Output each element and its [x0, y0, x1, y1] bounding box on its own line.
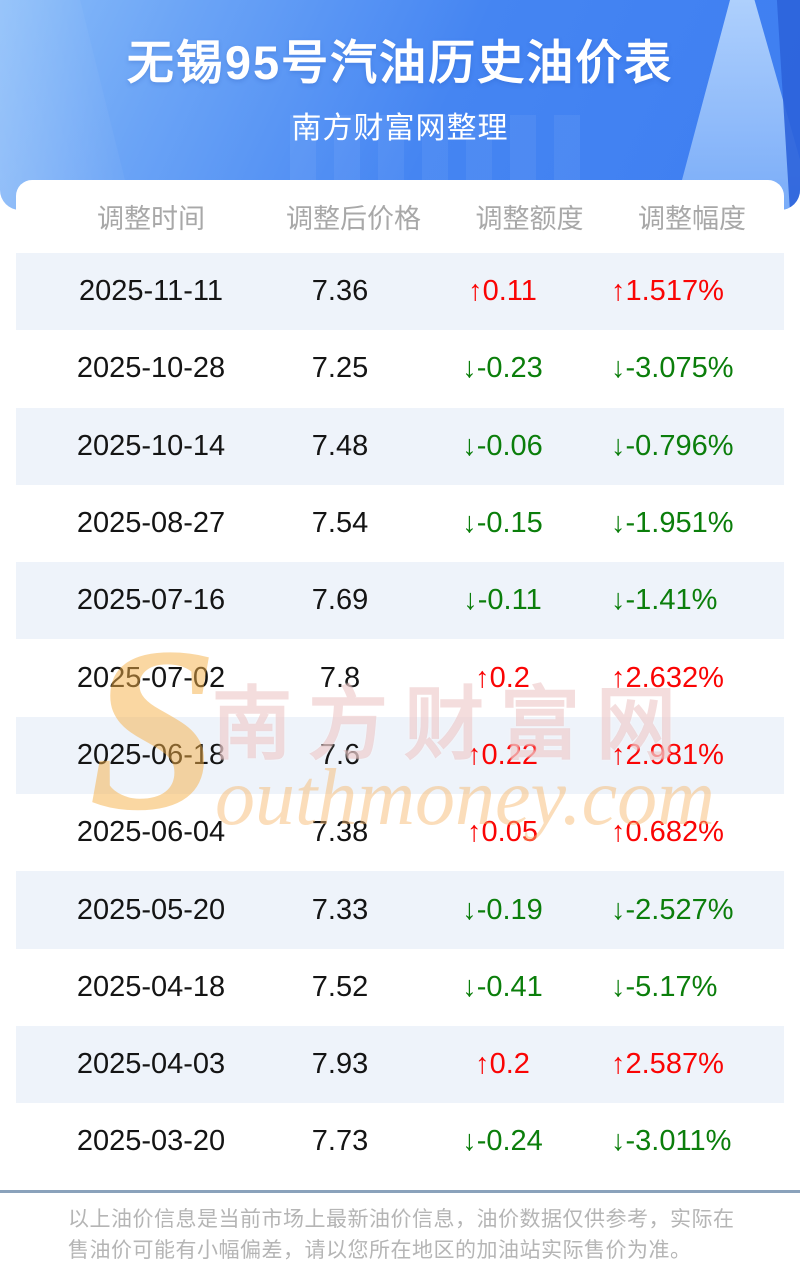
row-date: 2025-08-27 — [76, 507, 226, 540]
table-row: 2025-06-18 7.6 ↑0.22 ↑2.981% — [16, 716, 784, 795]
row-date: 2025-03-20 — [76, 1125, 226, 1158]
row-change-amount: ↓-0.19 — [462, 893, 543, 926]
row-change-percent: ↑2.632% — [611, 661, 724, 694]
disclaimer-text: 以上油价信息是当前市场上最新油价信息，油价数据仅供参考，实际在售油价可能有小幅偏… — [68, 1208, 735, 1262]
page-subtitle: 南方财富网整理 — [291, 112, 509, 145]
row-change-amount: ↓-0.24 — [462, 1125, 543, 1158]
row-change-amount: ↑0.2 — [475, 661, 530, 694]
banner: 无锡95号汽油历史油价表 南方财富网整理 — [0, 0, 800, 210]
row-change-percent: ↓-3.075% — [611, 352, 734, 385]
row-price: 7.36 — [311, 275, 369, 308]
row-date: 2025-10-14 — [76, 429, 226, 462]
table-row: 2025-11-11 7.36 ↑0.11 ↑1.517% — [16, 253, 784, 331]
table-row: 2025-08-27 7.54 ↓-0.15 ↓-1.951% — [16, 485, 784, 562]
row-change-amount: ↓-0.11 — [463, 584, 542, 617]
column-header-adjust-amount: 调整额度 — [475, 204, 584, 234]
table-body: 2025-11-11 7.36 ↑0.11 ↑1.517% 2025-10-28 7.25… — [16, 253, 784, 1181]
row-change-amount: ↑0.22 — [467, 738, 538, 771]
table-row: 2025-03-20 7.73 ↓-0.24 ↓-3.011% — [16, 1103, 784, 1180]
table-row: 2025-10-14 7.48 ↓-0.06 ↓-0.796% — [16, 407, 784, 485]
row-date: 2025-07-16 — [76, 584, 226, 617]
row-price: 7.52 — [311, 970, 369, 1003]
row-price: 7.6 — [319, 738, 361, 771]
row-date: 2025-06-18 — [76, 738, 226, 771]
row-change-amount: ↓-0.23 — [462, 352, 543, 385]
table-row: 2025-07-16 7.69 ↓-0.11 ↓-1.41% — [16, 562, 784, 640]
row-change-percent: ↓-3.011% — [611, 1125, 732, 1158]
row-change-percent: ↓-5.17% — [611, 970, 718, 1003]
row-price: 7.48 — [311, 429, 369, 462]
row-change-amount: ↑0.05 — [467, 816, 538, 849]
row-price: 7.8 — [319, 661, 361, 694]
row-change-percent: ↑1.517% — [611, 275, 724, 308]
table-row: 2025-04-18 7.52 ↓-0.41 ↓-5.17% — [16, 949, 784, 1026]
row-date: 2025-07-02 — [76, 661, 226, 694]
table-row: 2025-04-03 7.93 ↑0.2 ↑2.587% — [16, 1025, 784, 1104]
row-change-amount: ↓-0.15 — [462, 507, 543, 540]
row-change-percent: ↓-1.41% — [611, 584, 718, 617]
row-price: 7.69 — [311, 584, 369, 617]
table-row: 2025-06-04 7.38 ↑0.05 ↑0.682% — [16, 794, 784, 871]
row-change-percent: ↑2.587% — [611, 1048, 724, 1081]
row-change-percent: ↑2.981% — [611, 738, 724, 771]
row-price: 7.93 — [311, 1048, 369, 1081]
row-price: 7.73 — [311, 1125, 369, 1158]
column-header-adjust-time: 调整时间 — [97, 204, 205, 234]
row-change-percent: ↓-2.527% — [611, 893, 734, 926]
table-row: 2025-05-20 7.33 ↓-0.19 ↓-2.527% — [16, 871, 784, 949]
row-date: 2025-04-18 — [76, 970, 226, 1003]
row-date: 2025-10-28 — [76, 352, 226, 385]
table-header-row: 调整时间 调整后价格 调整额度 调整幅度 — [16, 180, 784, 253]
row-change-amount: ↑0.2 — [475, 1048, 530, 1081]
row-date: 2025-11-11 — [78, 275, 224, 308]
row-change-percent: ↓-1.951% — [611, 507, 734, 540]
row-price: 7.54 — [311, 507, 369, 540]
price-table-card: 调整时间 调整后价格 调整额度 调整幅度 2025-11-11 7.36 ↑0.11… — [16, 180, 784, 1190]
row-change-percent: ↑0.682% — [611, 816, 724, 849]
row-date: 2025-05-20 — [76, 893, 226, 926]
table-row: 2025-10-28 7.25 ↓-0.23 ↓-3.075% — [16, 330, 784, 407]
row-change-percent: ↓-0.796% — [611, 429, 734, 462]
row-date: 2025-04-03 — [76, 1048, 226, 1081]
table-row: 2025-07-02 7.8 ↑0.2 ↑2.632% — [16, 639, 784, 716]
column-header-adjust-percent: 调整幅度 — [638, 204, 746, 234]
row-change-amount: ↑0.11 — [468, 275, 537, 308]
row-price: 7.38 — [311, 816, 369, 849]
row-price: 7.33 — [311, 893, 369, 926]
row-price: 7.25 — [311, 352, 369, 385]
page-title: 无锡95号汽油历史油价表 — [126, 36, 674, 89]
row-change-amount: ↓-0.41 — [462, 970, 543, 1003]
footer-divider — [0, 1190, 800, 1193]
row-date: 2025-06-04 — [76, 816, 226, 849]
column-header-adjusted-price: 调整后价格 — [286, 204, 421, 234]
row-change-amount: ↓-0.06 — [462, 429, 543, 462]
